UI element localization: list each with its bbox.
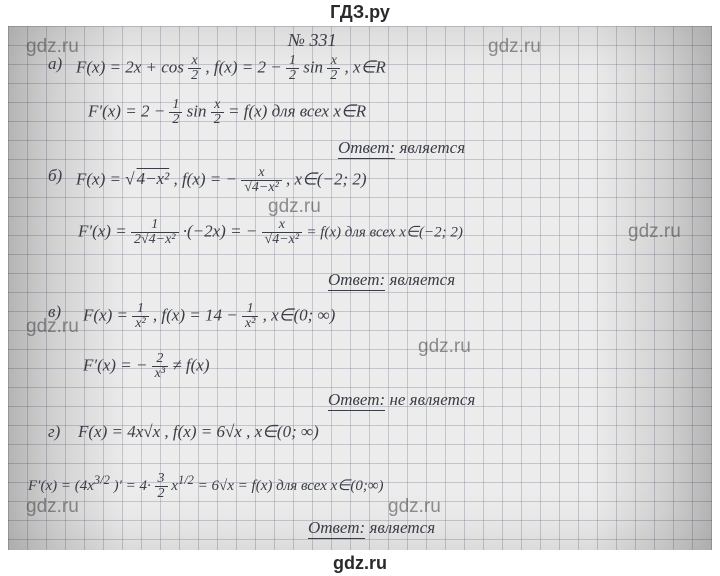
problem-number: № 331: [288, 30, 336, 51]
sup: 1/2: [178, 473, 194, 487]
part-d-F: F(x) = 4x√x , f(x) = 6√x , x∈(0; ∞): [78, 422, 319, 442]
frac: 1x²: [242, 302, 258, 331]
n: x: [211, 98, 224, 113]
answer-label: Ответ:: [338, 138, 395, 159]
n: 1: [169, 98, 182, 113]
d: 2: [155, 487, 168, 501]
part-b-deriv: F′(x) = 12√4−x² ·(−2x) = − x√4−x² = f(x)…: [78, 218, 463, 247]
frac: x2: [188, 54, 201, 83]
text: , x∈R: [345, 57, 386, 76]
frac: 2x³: [152, 352, 168, 381]
text: = f(x) для всех x∈(−2; 2): [306, 224, 463, 240]
watermark: gdz.ru: [268, 196, 321, 218]
text: F′(x) = −: [83, 355, 147, 374]
notebook-paper: № 331 а) F(x) = 2x + cos x2 , f(x) = 2 −…: [8, 26, 712, 550]
frac: x√4−x²: [262, 218, 303, 247]
part-b-F: F(x) = √4−x² , f(x) = − x√4−x² , x∈(−2; …: [76, 166, 367, 195]
d: 2: [327, 69, 340, 83]
text: x: [171, 478, 178, 494]
n: 1: [131, 218, 179, 233]
frac: x2: [327, 54, 340, 83]
part-c-deriv: F′(x) = − 2x³ ≠ f(x): [83, 352, 210, 381]
text: F(x) = √: [76, 169, 135, 188]
text: , f(x) = 14 −: [153, 305, 238, 324]
part-a-label: а): [48, 54, 62, 74]
watermark: gdz.ru: [418, 336, 471, 358]
d: x²: [132, 317, 148, 331]
watermark: gdz.ru: [488, 36, 541, 58]
part-d-deriv: F′(x) = (4x3/2 )′ = 4· 32 x1/2 = 6√x = f…: [28, 472, 384, 501]
text: , f(x) = 2 −: [205, 57, 281, 76]
text: , x∈(−2; 2): [286, 169, 367, 188]
part-a-F: F(x) = 2x + cos x2 , f(x) = 2 − 12 sin x…: [76, 54, 386, 83]
answer-label: Ответ:: [328, 270, 385, 291]
n: 3: [155, 472, 168, 487]
site-header: ГДЗ.ру: [0, 2, 720, 23]
text: F(x) =: [83, 305, 128, 324]
part-b-label: б): [48, 166, 62, 186]
part-d-label: г): [48, 422, 60, 442]
answer-text: не является: [389, 390, 475, 409]
text: ·(−2x) = −: [183, 221, 258, 240]
frac: x√4−x²: [241, 166, 282, 195]
part-c-F: F(x) = 1x² , f(x) = 14 − 1x² , x∈(0; ∞): [83, 302, 335, 331]
text: )′ = 4·: [114, 478, 151, 494]
watermark: gdz.ru: [628, 221, 681, 243]
d: x³: [152, 367, 168, 381]
text: F′(x) = 2 −: [88, 101, 165, 120]
text: ≠ f(x): [172, 355, 209, 374]
frac: 12: [286, 54, 299, 83]
text: = f(x) для всех x∈R: [228, 101, 366, 120]
text: , f(x) = −: [173, 169, 237, 188]
answer-label: Ответ:: [328, 390, 385, 411]
answer-text: является: [399, 138, 465, 157]
sup: 3/2: [94, 473, 110, 487]
part-a-answer: Ответ: является: [338, 138, 465, 158]
d: 2: [169, 113, 182, 127]
part-d-answer: Ответ: является: [308, 518, 435, 538]
text: sin: [303, 57, 323, 76]
frac: 32: [155, 472, 168, 501]
d: 2: [188, 69, 201, 83]
frac: x2: [211, 98, 224, 127]
part-b-answer: Ответ: является: [328, 270, 455, 290]
frac: 12: [169, 98, 182, 127]
d: 2√4−x²: [131, 233, 179, 247]
sqrt-arg: 4−x²: [135, 169, 170, 188]
d: √4−x²: [262, 233, 303, 247]
frac: 12√4−x²: [131, 218, 179, 247]
n: 2: [152, 352, 168, 367]
n: 1: [132, 302, 148, 317]
n: x: [188, 54, 201, 69]
d: 2: [286, 69, 299, 83]
answer-text: является: [369, 518, 435, 537]
n: 1: [242, 302, 258, 317]
part-c-answer: Ответ: не является: [328, 390, 475, 410]
n: x: [327, 54, 340, 69]
text: F′(x) = (4x: [28, 478, 94, 494]
text: F(x) = 2x + cos: [76, 57, 184, 76]
text: F′(x) =: [78, 221, 127, 240]
n: x: [241, 166, 282, 181]
frac: 1x²: [132, 302, 148, 331]
n: 1: [286, 54, 299, 69]
watermark: gdz.ru: [388, 496, 441, 518]
answer-text: является: [389, 270, 455, 289]
text: = 6√x = f(x) для всех x∈(0;∞): [198, 478, 384, 494]
d: x²: [242, 317, 258, 331]
n: x: [262, 218, 303, 233]
part-a-deriv: F′(x) = 2 − 12 sin x2 = f(x) для всех x∈…: [88, 98, 366, 127]
text: , x∈(0; ∞): [263, 305, 336, 324]
d: √4−x²: [241, 181, 282, 195]
part-c-label: в): [48, 302, 61, 322]
answer-label: Ответ:: [308, 518, 365, 539]
site-footer: gdz.ru: [0, 553, 720, 574]
text: sin: [187, 101, 207, 120]
d: 2: [211, 113, 224, 127]
